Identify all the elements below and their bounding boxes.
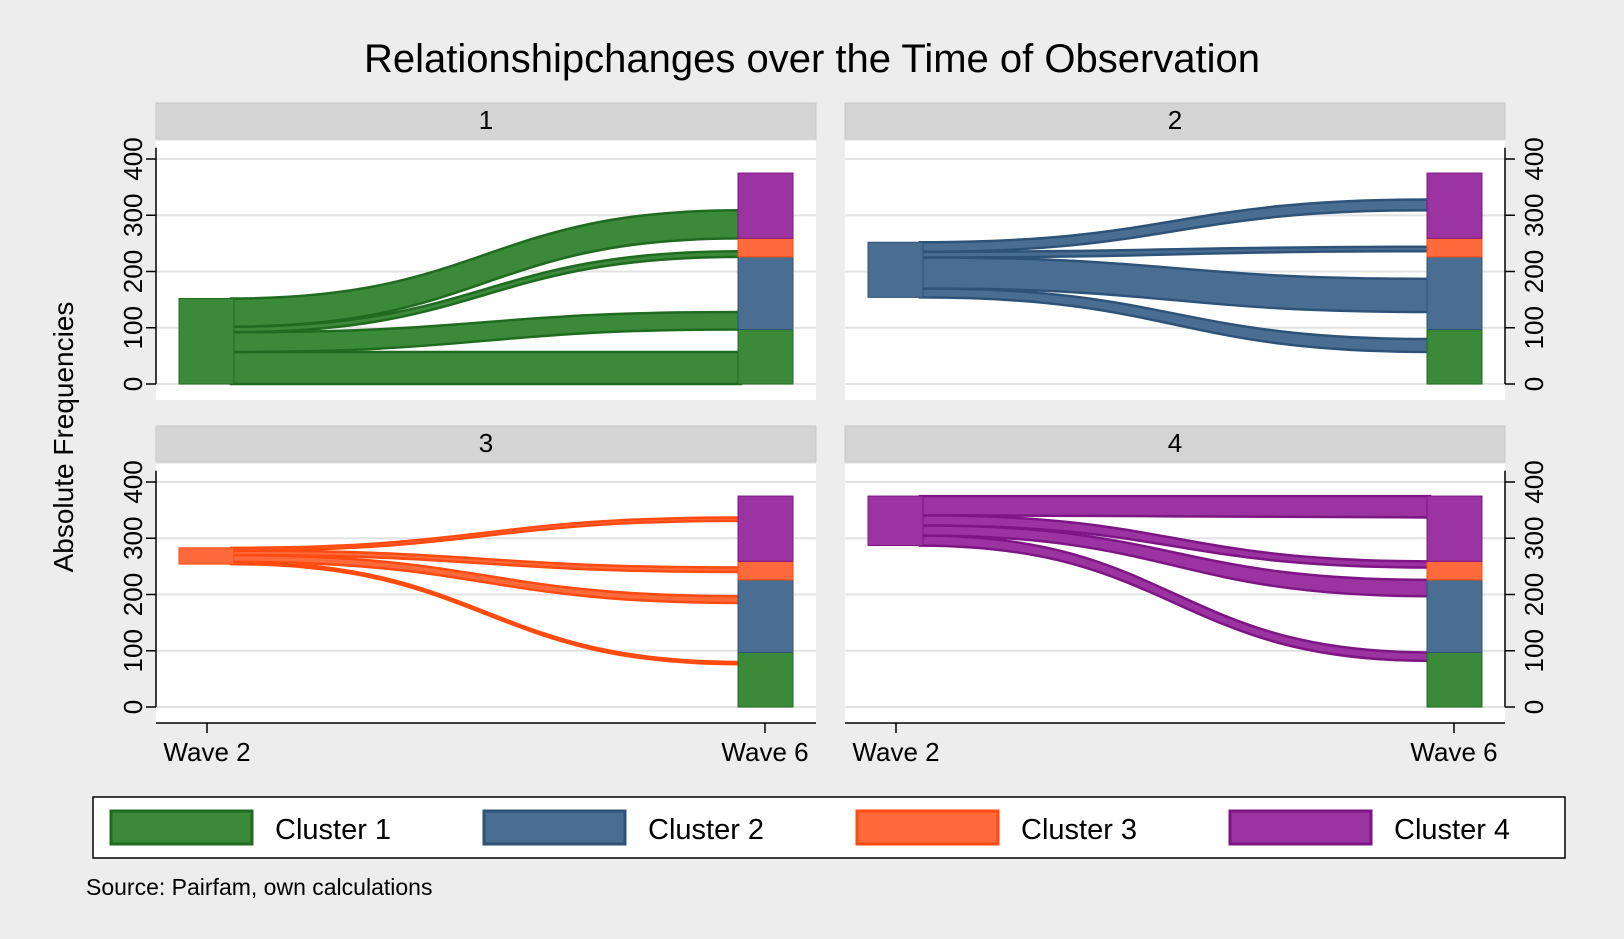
- wave6-segment-cluster-4: [737, 495, 794, 562]
- wave2-bar: [867, 495, 924, 547]
- y-tick-label: 0: [1519, 700, 1549, 714]
- wave6-segment-cluster-1: [737, 651, 794, 708]
- y-tick-label: 300: [1519, 517, 1549, 560]
- legend-swatch: [482, 809, 627, 846]
- y-tick-label: 100: [118, 629, 148, 672]
- wave6-segment-cluster-2: [737, 256, 794, 330]
- x-tick-label: Wave 6: [721, 737, 808, 767]
- x-tick-label: Wave 2: [852, 737, 939, 767]
- panel-strip: [844, 102, 1506, 140]
- y-tick-label: 400: [1519, 460, 1549, 503]
- y-tick-label: 0: [1519, 377, 1549, 391]
- source-note: Source: Pairfam, own calculations: [86, 874, 432, 900]
- y-tick-label: 0: [118, 700, 148, 714]
- y-tick-label: 200: [118, 573, 148, 616]
- y-tick-label: 300: [1519, 194, 1549, 237]
- panels-group: 1010020030040020100200300400301002003004…: [118, 102, 1549, 767]
- y-tick-label: 200: [118, 250, 148, 293]
- y-tick-label: 0: [118, 377, 148, 391]
- legend-swatch: [855, 809, 1000, 846]
- wave2-bar: [867, 241, 924, 298]
- panel-strip-label: 3: [479, 428, 493, 458]
- legend-item-cluster-4: Cluster 4: [1228, 809, 1510, 846]
- flow-to-cluster-4: [918, 494, 1432, 519]
- y-tick-label: 400: [118, 137, 148, 180]
- y-tick-label: 200: [1519, 250, 1549, 293]
- legend-label: Cluster 2: [648, 814, 764, 846]
- y-axis-label: Absolute Frequencies: [48, 302, 79, 573]
- y-tick-label: 300: [118, 194, 148, 237]
- panel-strip-label: 1: [479, 105, 493, 135]
- wave6-segment-cluster-4: [1426, 172, 1483, 239]
- wave2-bar: [178, 298, 235, 385]
- panel-2: 2 0 100 200 300 400: [844, 102, 1549, 400]
- legend-item-cluster-3: Cluster 3: [855, 809, 1137, 846]
- y-tick-label: 100: [118, 306, 148, 349]
- legend-swatch: [1228, 809, 1373, 846]
- wave6-segment-cluster-1: [737, 328, 794, 385]
- flow-to-cluster-1: [229, 350, 743, 386]
- wave6-segment-cluster-2: [737, 579, 794, 653]
- y-tick-label: 400: [1519, 137, 1549, 180]
- legend-items: Cluster 1 Cluster 2 Cluster 3 Cluster 4: [109, 809, 1510, 846]
- y-tick-label: 400: [118, 460, 148, 503]
- panel-strip: [155, 425, 817, 463]
- wave6-segment-cluster-2: [1426, 256, 1483, 330]
- x-tick-label: Wave 2: [163, 737, 250, 767]
- wave6-segment-cluster-4: [1426, 495, 1483, 562]
- legend-item-cluster-1: Cluster 1: [109, 809, 391, 846]
- panel-strip: [844, 425, 1506, 463]
- panel-strip-label: 4: [1168, 428, 1182, 458]
- wave6-segment-cluster-3: [737, 237, 794, 258]
- y-tick-label: 300: [118, 517, 148, 560]
- panel-strip-label: 2: [1168, 105, 1182, 135]
- legend-label: Cluster 3: [1021, 814, 1137, 846]
- legend-label: Cluster 1: [275, 814, 391, 846]
- y-tick-label: 100: [1519, 629, 1549, 672]
- wave6-segment-cluster-3: [1426, 237, 1483, 258]
- legend-swatch: [109, 809, 254, 846]
- x-tick-label: Wave 6: [1410, 737, 1497, 767]
- wave6-segment-cluster-4: [737, 172, 794, 239]
- legend: Cluster 1 Cluster 2 Cluster 3 Cluster 4: [92, 796, 1566, 859]
- wave2-bar: [178, 547, 235, 565]
- y-tick-label: 200: [1519, 573, 1549, 616]
- wave6-segment-cluster-1: [1426, 651, 1483, 708]
- panel-3: 3 0 100 200 300 400 Wave 2 Wave 6: [118, 425, 817, 767]
- y-tick-label: 100: [1519, 306, 1549, 349]
- panel-strip: [155, 102, 817, 140]
- wave6-segment-cluster-2: [1426, 579, 1483, 653]
- legend-item-cluster-2: Cluster 2: [482, 809, 764, 846]
- wave6-segment-cluster-3: [1426, 560, 1483, 581]
- panel-4: 4 0 100 200 300 400 Wave 2 Wave 6: [844, 425, 1549, 767]
- wave6-segment-cluster-1: [1426, 328, 1483, 385]
- wave6-segment-cluster-3: [737, 560, 794, 581]
- legend-label: Cluster 4: [1394, 814, 1510, 846]
- panel-1: 1 0 100 200 300 400: [118, 102, 817, 400]
- chart-title: Relationshipchanges over the Time of Obs…: [364, 37, 1260, 81]
